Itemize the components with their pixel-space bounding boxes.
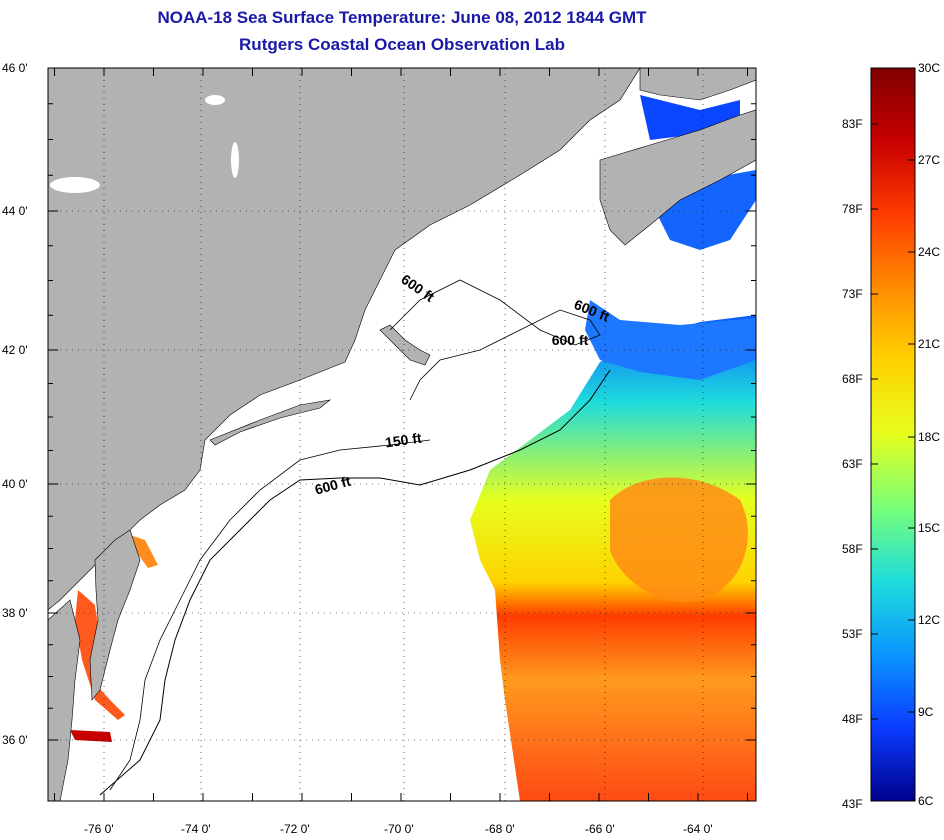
- colorbar-label-fahrenheit: 43F: [842, 797, 863, 811]
- longitude-label: -70 0': [384, 822, 414, 836]
- colorbar-label-fahrenheit: 73F: [842, 287, 863, 301]
- colorbar-label-celsius: 27C: [918, 153, 941, 167]
- colorbar-label-fahrenheit: 48F: [842, 712, 863, 726]
- sst-offshore-field: [470, 315, 756, 801]
- colorbar-label-celsius: 15C: [918, 521, 941, 535]
- longitude-label: -74 0': [181, 822, 211, 836]
- colorbar-label-fahrenheit: 63F: [842, 457, 863, 471]
- sst-warm-ring: [610, 477, 748, 602]
- colorbar-label-fahrenheit: 78F: [842, 202, 863, 216]
- longitude-label: -68 0': [485, 822, 515, 836]
- longitude-label: -72 0': [280, 822, 310, 836]
- longitude-label: -76 0': [84, 822, 114, 836]
- latitude-label: 36 0': [2, 733, 28, 747]
- land-new-brunswick: [639, 68, 756, 101]
- map-subtitle: Rutgers Coastal Ocean Observation Lab: [239, 35, 565, 54]
- map-title: NOAA-18 Sea Surface Temperature: June 08…: [157, 8, 647, 27]
- latitude-label: 44 0': [2, 204, 28, 218]
- contour-150ft-shelf: [109, 439, 431, 791]
- colorbar-label-fahrenheit: 83F: [842, 117, 863, 131]
- contour-label: 600 ft: [552, 332, 589, 348]
- contour-gulf-maine: [389, 279, 601, 401]
- colorbar-label-celsius: 12C: [918, 613, 941, 627]
- latitude-label: 42 0': [2, 343, 28, 357]
- latitude-label: 40 0': [2, 477, 28, 491]
- sst-delaware-field: [130, 535, 158, 568]
- colorbar-label-fahrenheit: 68F: [842, 372, 863, 386]
- land-long-island: [209, 399, 332, 446]
- colorbar-label-celsius: 24C: [918, 245, 941, 259]
- colorbar-ticks: [871, 67, 915, 802]
- colorbar: [870, 67, 916, 802]
- sst-bay-of-fundy-field: [640, 95, 740, 140]
- colorbar-label-fahrenheit: 58F: [842, 542, 863, 556]
- map-frame: [47, 67, 757, 802]
- land-delmarva: [89, 529, 141, 701]
- sst-pamlico-field: [70, 730, 112, 742]
- colorbar-label-celsius: 9C: [918, 705, 934, 719]
- colorbar-label-celsius: 6C: [918, 794, 934, 808]
- graticule: [48, 68, 756, 801]
- contour-label: 150 ft: [384, 430, 423, 451]
- sst-chesapeake-field: [75, 590, 125, 720]
- longitude-label: -66 0': [585, 822, 615, 836]
- contour-600ft-shelf: [99, 369, 611, 796]
- land-cape-cod: [379, 324, 431, 366]
- land-nova-scotia: [599, 109, 756, 246]
- sst-cold-gulf-field: [585, 300, 756, 380]
- latitude-label: 38 0': [2, 606, 28, 620]
- axis-ticks: [48, 67, 756, 801]
- colorbar-label-fahrenheit: 53F: [842, 627, 863, 641]
- land-virginia-nc: [48, 599, 81, 801]
- colorbar-label-celsius: 30C: [918, 61, 941, 75]
- colorbar-label-celsius: 21C: [918, 337, 941, 351]
- latitude-label: 46 0': [2, 61, 28, 75]
- colorbar-label-celsius: 18C: [918, 430, 941, 444]
- longitude-label: -64 0': [683, 822, 713, 836]
